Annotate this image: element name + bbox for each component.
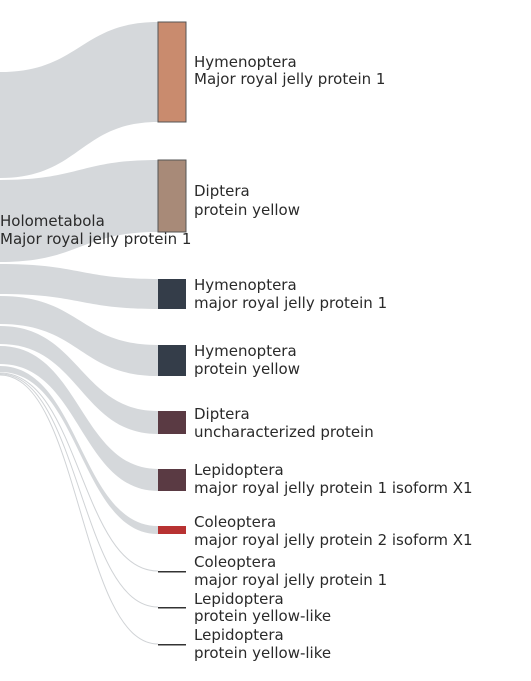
link-lepidoptera-mrjp1-x1 xyxy=(0,346,158,491)
node-5-group-label: Lepidoptera xyxy=(194,461,284,479)
link-diptera-uncharacterized xyxy=(0,326,158,434)
node-3-group-label: Hymenoptera xyxy=(194,342,297,360)
node-coleoptera-mrjp1 xyxy=(158,571,186,573)
link-lepidoptera-yellow-like-2 xyxy=(0,374,159,645)
node-7-protein-label: major royal jelly protein 1 xyxy=(194,571,387,589)
node-4-protein-label: uncharacterized protein xyxy=(194,423,374,441)
link-coleoptera-mrjp2-x1 xyxy=(0,366,158,534)
node-hymenoptera-mrjp1 xyxy=(157,21,187,123)
link-hymenoptera-protein-yellow xyxy=(0,296,158,376)
node-9-group-label: Lepidoptera xyxy=(194,626,284,644)
link-coleoptera-mrjp1 xyxy=(0,372,159,572)
node-6-protein-label: major royal jelly protein 2 isoform X1 xyxy=(194,531,473,549)
node-hymenoptera-mrjp1-lower xyxy=(158,279,186,309)
link-hymenoptera-mrjp1-lower xyxy=(0,264,158,309)
node-4-group-label: Diptera xyxy=(194,405,250,423)
node-0-group-label: Hymenoptera xyxy=(194,53,297,71)
node-coleoptera-mrjp2-x1 xyxy=(158,526,186,534)
node-lepidoptera-mrjp1-x1 xyxy=(158,469,186,491)
link-lepidoptera-yellow-like-1 xyxy=(0,373,159,608)
nodes xyxy=(157,21,187,646)
source-label: Holometabola Major royal jelly protein 1 xyxy=(0,212,191,248)
node-diptera-protein-yellow xyxy=(157,159,187,233)
node-9-protein-label: protein yellow-like xyxy=(194,644,331,662)
source-protein-label: Major royal jelly protein 1 xyxy=(0,230,191,248)
node-1-group-label: Diptera xyxy=(194,182,250,200)
node-2-protein-label: major royal jelly protein 1 xyxy=(194,294,387,312)
link-hymenoptera-mrjp1 xyxy=(0,22,158,178)
node-1-protein-label: protein yellow xyxy=(194,201,300,219)
links xyxy=(0,22,159,645)
node-8-protein-label: protein yellow-like xyxy=(194,607,331,625)
node-3-protein-label: protein yellow xyxy=(194,360,300,378)
node-2-group-label: Hymenoptera xyxy=(194,276,297,294)
node-diptera-uncharacterized xyxy=(158,411,186,434)
node-lepidoptera-yellow-like-1 xyxy=(158,607,186,609)
node-6-group-label: Coleoptera xyxy=(194,513,276,531)
source-group-label: Holometabola xyxy=(0,212,105,230)
node-8-group-label: Lepidoptera xyxy=(194,590,284,608)
node-7-group-label: Coleoptera xyxy=(194,553,276,571)
link-diptera-protein-yellow xyxy=(0,160,158,262)
node-5-protein-label: major royal jelly protein 1 isoform X1 xyxy=(194,479,473,497)
node-hymenoptera-protein-yellow xyxy=(158,345,186,376)
node-labels: Hymenoptera Major royal jelly protein 1 … xyxy=(194,53,473,662)
node-lepidoptera-yellow-like-2 xyxy=(158,644,186,646)
node-0-protein-label: Major royal jelly protein 1 xyxy=(194,70,385,88)
